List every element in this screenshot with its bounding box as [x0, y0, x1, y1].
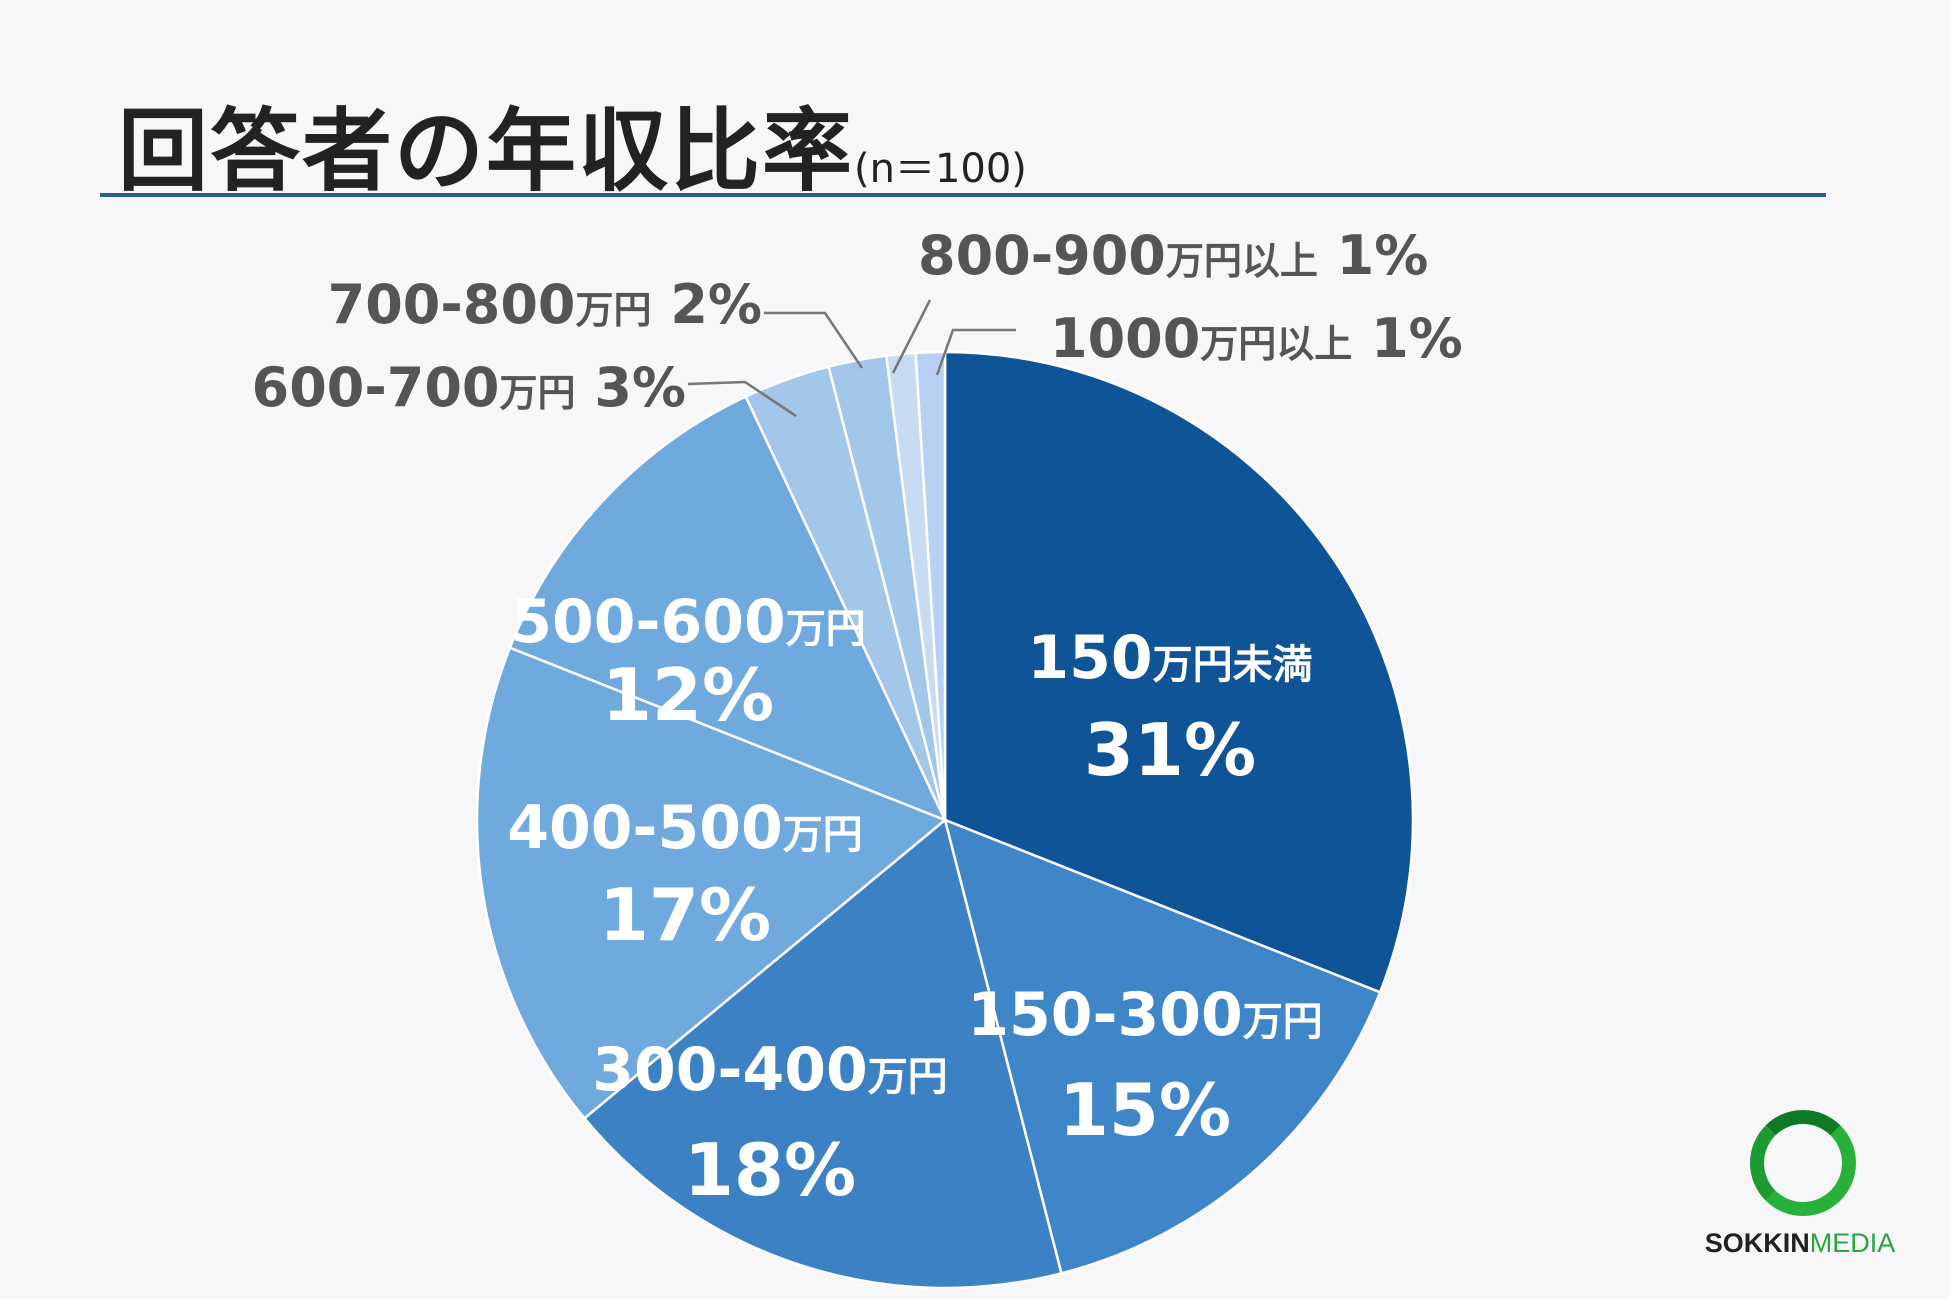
- pie-slice-500-600: [508, 394, 948, 823]
- logo-ring-icon: [1750, 1110, 1856, 1216]
- pie-slice-300-400: [582, 817, 1063, 1290]
- logo-text: SOKKINMEDIA: [1680, 1228, 1920, 1259]
- title-sample-size: (n＝100): [854, 146, 1027, 192]
- slice-label-150-300: 150-300万円: [967, 980, 1322, 1050]
- slice-value-300-400: 18%: [684, 1128, 856, 1212]
- logo-text-sokkin: SOKKIN: [1704, 1228, 1810, 1258]
- leader-line-800-900: [891, 299, 932, 374]
- leader-line-600-700: [687, 380, 797, 418]
- slice-label-700-800: 700-800万円 2%: [328, 273, 762, 336]
- slice-value-400-500: 17%: [599, 873, 771, 957]
- page-title: 回答者の年収比率(n＝100): [118, 78, 1027, 208]
- slice-label-600-700: 600-700万円 3%: [252, 356, 686, 419]
- slice-label-800-900: 800-900万円以上 1%: [918, 224, 1428, 287]
- slice-value-150-300: 15%: [1059, 1068, 1231, 1152]
- sokkin-media-logo: SOKKINMEDIA: [1680, 1110, 1920, 1260]
- slice-value-150: 31%: [1084, 708, 1256, 792]
- title-divider: [100, 193, 1826, 197]
- pie-slice-400-500: [475, 646, 948, 1121]
- title-main: 回答者の年収比率: [118, 99, 854, 204]
- slice-label-1000: 1000万円以上 1%: [1050, 307, 1463, 370]
- leader-line-1000: [935, 328, 1016, 376]
- slice-label-500-600: 500-600万円: [510, 587, 865, 657]
- slice-label-150: 150万円未満: [1027, 623, 1312, 693]
- slice-label-300-400: 300-400万円: [592, 1035, 947, 1105]
- pie-slice-150-300: [943, 817, 1382, 1275]
- leader-line-700-800: [764, 311, 864, 369]
- logo-text-media: MEDIA: [1809, 1228, 1896, 1258]
- slice-label-400-500: 400-500万円: [507, 793, 862, 863]
- pie-slice-150: [943, 350, 1415, 994]
- slice-value-500-600: 12%: [602, 653, 774, 737]
